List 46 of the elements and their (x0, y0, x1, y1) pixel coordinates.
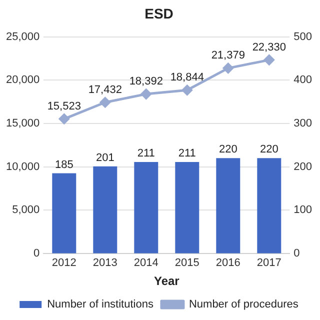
data-label: 211 (178, 148, 196, 160)
y-tick-label: 10,000 (6, 160, 40, 173)
point (100, 97, 110, 108)
data-label: 21,379 (211, 50, 245, 62)
x-axis-title: Year (154, 274, 180, 288)
legend-label: Number of institutions (47, 298, 154, 311)
bar (216, 158, 240, 254)
data-label: 220 (260, 144, 278, 156)
point (182, 84, 192, 96)
y-tick-label: 15,000 (6, 117, 40, 130)
data-label: 220 (218, 144, 238, 156)
bar (93, 166, 118, 254)
x-tick-label: 2017 (256, 257, 282, 270)
y2-tick-label: 500 (294, 30, 312, 43)
bar (175, 162, 200, 254)
y2-tick-label: 0 (294, 247, 300, 260)
y2-tick-label: 400 (294, 74, 312, 86)
data-label: 22,330 (252, 41, 286, 54)
data-label: 211 (137, 148, 155, 160)
data-label: 185 (54, 158, 74, 171)
y2-tick-label: 100 (294, 204, 312, 216)
x-tick-label: 2012 (52, 257, 76, 270)
y-tick-label: 5,000 (12, 204, 40, 216)
legend-label: Number of procedures (188, 298, 299, 311)
y-tick-label: 25,000 (6, 30, 40, 43)
x-tick-label: 2013 (92, 257, 118, 270)
bar (52, 173, 76, 254)
point (140, 88, 152, 100)
x-tick-label: 2016 (216, 257, 240, 270)
y-tick-label: 20,000 (6, 74, 40, 86)
y2-tick-label: 200 (294, 160, 312, 173)
point (264, 54, 274, 66)
point (58, 114, 70, 124)
data-label: 17,432 (88, 84, 122, 96)
point (222, 62, 234, 74)
data-label: 18,392 (129, 76, 163, 88)
data-label: 201 (96, 152, 114, 164)
y2-tick-label: 300 (294, 117, 312, 130)
x-tick-label: 2015 (174, 257, 200, 270)
bar (134, 162, 158, 254)
bar (257, 158, 282, 254)
x-tick-label: 2014 (134, 257, 158, 270)
data-label: 15,523 (47, 100, 81, 112)
data-label: 18,844 (170, 72, 204, 84)
y-tick-label: 0 (34, 247, 40, 260)
chart-title: ESD (144, 5, 174, 22)
